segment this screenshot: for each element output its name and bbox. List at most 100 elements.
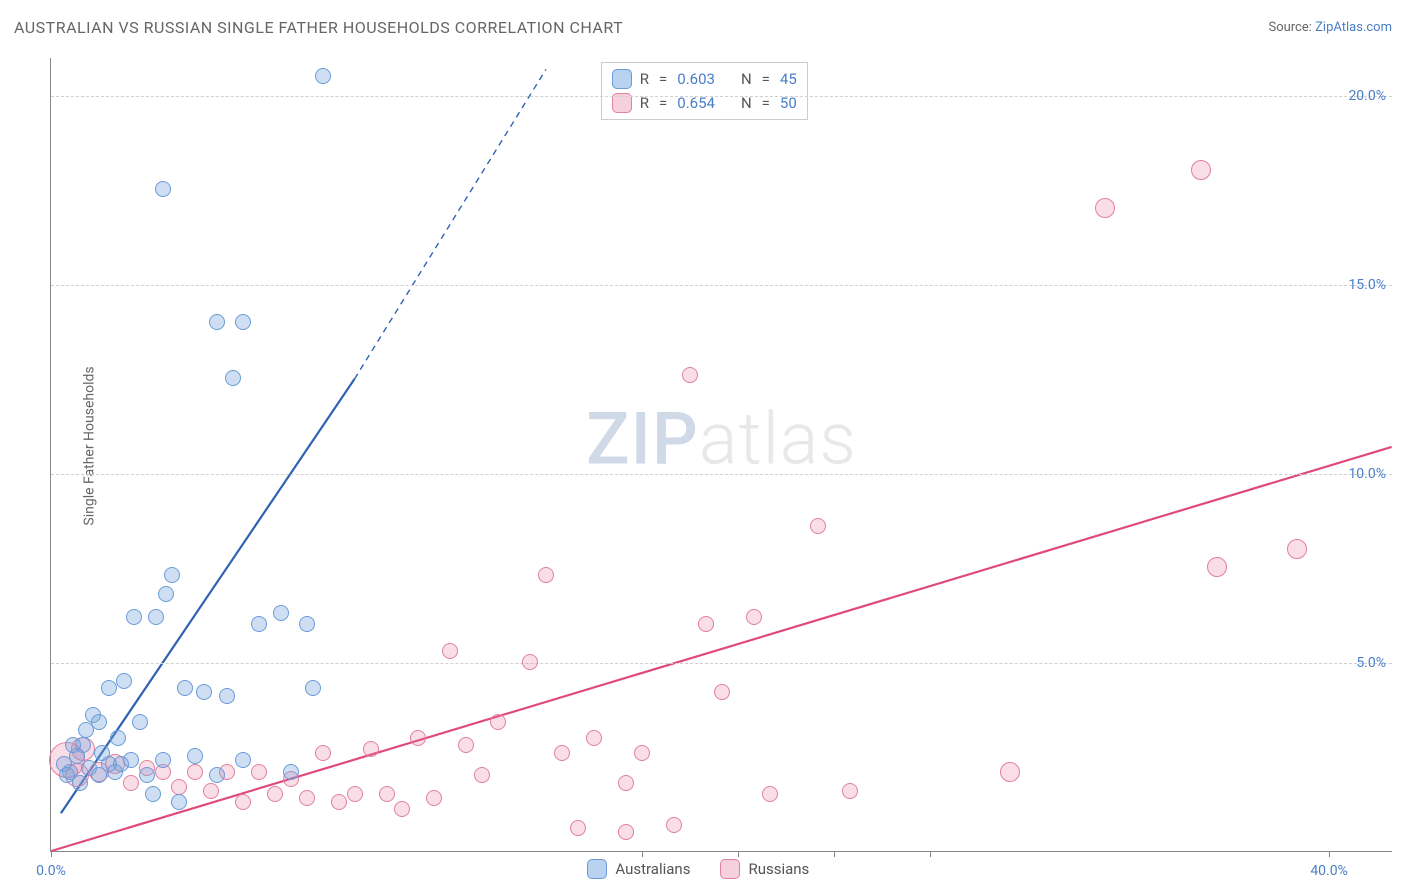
data-point — [171, 779, 187, 795]
n-label: N — [741, 70, 752, 88]
grid-line — [51, 663, 1392, 664]
data-point — [554, 745, 570, 761]
legend-swatch — [587, 859, 607, 879]
data-point — [251, 764, 267, 780]
r-value: 0.603 — [677, 70, 715, 88]
n-value: 45 — [780, 70, 797, 88]
data-point — [618, 775, 634, 791]
data-point — [746, 609, 762, 625]
data-point — [538, 567, 554, 583]
data-point — [363, 741, 379, 757]
data-point — [490, 714, 506, 730]
trend-line — [51, 447, 1391, 851]
data-point — [65, 737, 81, 753]
data-point — [618, 824, 634, 840]
data-point — [474, 767, 490, 783]
data-point — [666, 817, 682, 833]
data-point — [235, 752, 251, 768]
data-point — [187, 764, 203, 780]
source-credit: Source: ZipAtlas.com — [1268, 20, 1392, 35]
data-point — [1287, 539, 1307, 559]
x-tick-mark — [51, 851, 52, 857]
data-point — [426, 790, 442, 806]
x-tick-mark — [1329, 851, 1330, 857]
data-point — [251, 616, 267, 632]
data-point — [101, 680, 117, 696]
data-point — [59, 767, 75, 783]
data-point — [331, 794, 347, 810]
data-point — [698, 616, 714, 632]
data-point — [235, 314, 251, 330]
y-tick-label: 5.0% — [1356, 655, 1386, 671]
data-point — [273, 605, 289, 621]
x-tick-mark — [834, 851, 835, 857]
data-point — [110, 730, 126, 746]
series-label: Australians — [615, 860, 690, 878]
series-legend: Australians Russians — [587, 859, 809, 879]
watermark-zip: ZIP — [586, 396, 699, 481]
legend-swatch — [720, 859, 740, 879]
y-tick-label: 15.0% — [1348, 277, 1386, 293]
data-point — [123, 775, 139, 791]
chart-title: AUSTRALIAN VS RUSSIAN SINGLE FATHER HOUS… — [14, 18, 623, 37]
data-point — [315, 745, 331, 761]
data-point — [458, 737, 474, 753]
data-point — [394, 801, 410, 817]
stats-legend-box: R=0.603N=45R=0.654N=50 — [601, 62, 808, 120]
x-tick-mark — [642, 851, 643, 857]
data-point — [171, 794, 187, 810]
x-tick-mark — [930, 851, 931, 857]
legend-swatch — [612, 69, 632, 89]
data-point — [219, 688, 235, 704]
data-point — [209, 314, 225, 330]
source-link[interactable]: ZipAtlas.com — [1315, 20, 1392, 35]
data-point — [634, 745, 650, 761]
series-legend-item: Russians — [720, 859, 809, 879]
grid-line — [51, 474, 1392, 475]
data-point — [155, 752, 171, 768]
data-point — [522, 654, 538, 670]
chart-plot-area: ZIPatlas R=0.603N=45R=0.654N=50 Australi… — [50, 58, 1392, 852]
data-point — [570, 820, 586, 836]
series-legend-item: Australians — [587, 859, 690, 879]
data-point — [235, 794, 251, 810]
r-label: R — [640, 70, 649, 88]
data-point — [139, 767, 155, 783]
data-point — [132, 714, 148, 730]
data-point — [164, 567, 180, 583]
data-point — [225, 370, 241, 386]
trend-line — [355, 69, 546, 379]
series-label: Russians — [748, 860, 809, 878]
data-point — [148, 609, 164, 625]
x-tick-label: 40.0% — [1310, 863, 1348, 879]
data-point — [442, 643, 458, 659]
data-point — [315, 68, 331, 84]
data-point — [78, 722, 94, 738]
data-point — [177, 680, 193, 696]
x-tick-mark — [738, 851, 739, 857]
data-point — [1207, 557, 1227, 577]
data-point — [267, 786, 283, 802]
data-point — [203, 783, 219, 799]
data-point — [1095, 198, 1115, 218]
grid-line — [51, 285, 1392, 286]
data-point — [682, 367, 698, 383]
data-point — [810, 518, 826, 534]
y-tick-label: 10.0% — [1348, 466, 1386, 482]
data-point — [410, 730, 426, 746]
data-point — [209, 767, 225, 783]
stats-legend-row: R=0.654N=50 — [612, 91, 797, 115]
data-point — [842, 783, 858, 799]
x-tick-label: 0.0% — [36, 863, 66, 879]
data-point — [714, 684, 730, 700]
data-point — [299, 616, 315, 632]
data-point — [126, 609, 142, 625]
data-point — [347, 786, 363, 802]
data-point — [187, 748, 203, 764]
data-point — [299, 790, 315, 806]
data-point — [158, 586, 174, 602]
data-point — [1191, 160, 1211, 180]
data-point — [283, 764, 299, 780]
data-point — [116, 673, 132, 689]
data-point — [305, 680, 321, 696]
